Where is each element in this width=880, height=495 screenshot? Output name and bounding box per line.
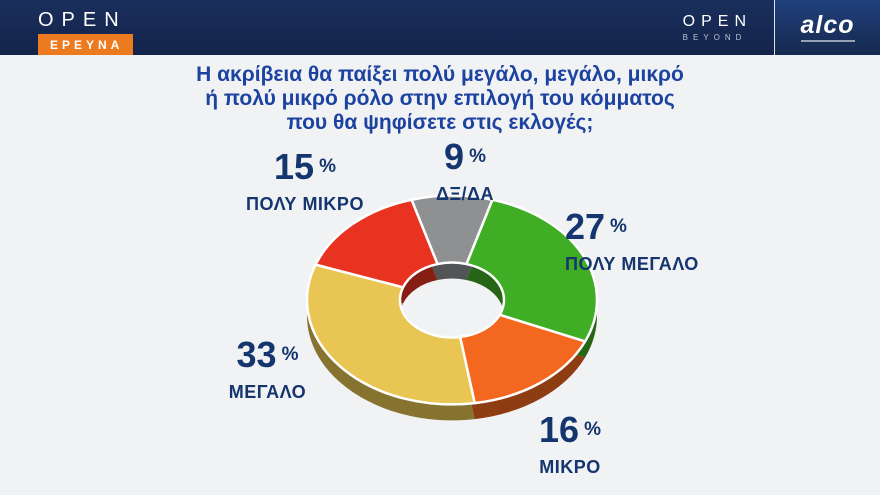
alco-logo-panel: alco (774, 0, 880, 55)
open-beyond-sub: BEYOND (682, 33, 747, 42)
poll-question: Η ακρίβεια θα παίξει πολύ μεγάλο, μεγάλο… (0, 63, 880, 135)
open-logo-text: OPEN (38, 9, 127, 31)
alco-logo: alco (800, 11, 855, 39)
segment-name: ΔΞ/ΔΑ (436, 184, 494, 204)
donut-slice-1 (467, 200, 597, 342)
segment-name: ΠΟΛΥ ΜΕΓΑΛΟ (565, 254, 699, 274)
segment-label-mikro: 16% ΜΙΚΡΟ (490, 409, 650, 478)
segment-value: 33% (236, 334, 299, 375)
donut-slice-4 (316, 200, 438, 288)
segment-value: 27% (565, 206, 627, 247)
donut-slice-3 (307, 265, 475, 405)
alco-tagline-rule (800, 40, 855, 42)
donut-slice-2 (460, 315, 585, 403)
segment-label-poly-mikro: 15% ΠΟΛΥ ΜΙΚΡΟ (220, 146, 390, 215)
segment-name: ΜΕΓΑΛΟ (228, 382, 307, 402)
poll-question-line-2: ή πολύ μικρό ρόλο στην επιλογή του κόμμα… (205, 87, 675, 110)
header-right-logos: OPEN BEYOND alco (683, 0, 880, 55)
segment-label-megalo: 33% ΜΕΓΑΛΟ (185, 334, 350, 403)
segment-name: ΠΟΛΥ ΜΙΚΡΟ (246, 194, 364, 214)
segment-value: 15% (274, 146, 336, 187)
segment-name: ΜΙΚΡΟ (539, 457, 601, 477)
poll-question-line-1: Η ακρίβεια θα παίξει πολύ μεγάλο, μεγάλο… (196, 63, 684, 86)
poll-question-line-3: που θα ψηφίσετε στις εκλογές; (286, 111, 594, 134)
open-ereyna-logo: OPEN ΕΡΕΥΝΑ (38, 9, 134, 55)
open-beyond-logo: OPEN BEYOND (683, 0, 774, 55)
donut-chart (222, 148, 682, 421)
segment-label-poly-megalo: 27% ΠΟΛΥ ΜΕΓΑΛΟ (565, 206, 765, 275)
ereyna-badge: ΕΡΕΥΝΑ (38, 34, 134, 55)
segment-label-dxda: 9% ΔΞ/ΔΑ (400, 136, 530, 205)
segment-value: 9% (444, 136, 486, 177)
open-beyond-brand: OPEN (682, 13, 752, 30)
header-bar: OPEN ΕΡΕΥΝΑ OPEN BEYOND alco (0, 0, 880, 55)
content-area: Η ακρίβεια θα παίξει πολύ μεγάλο, μεγάλο… (0, 55, 880, 495)
segment-value: 16% (539, 409, 601, 450)
